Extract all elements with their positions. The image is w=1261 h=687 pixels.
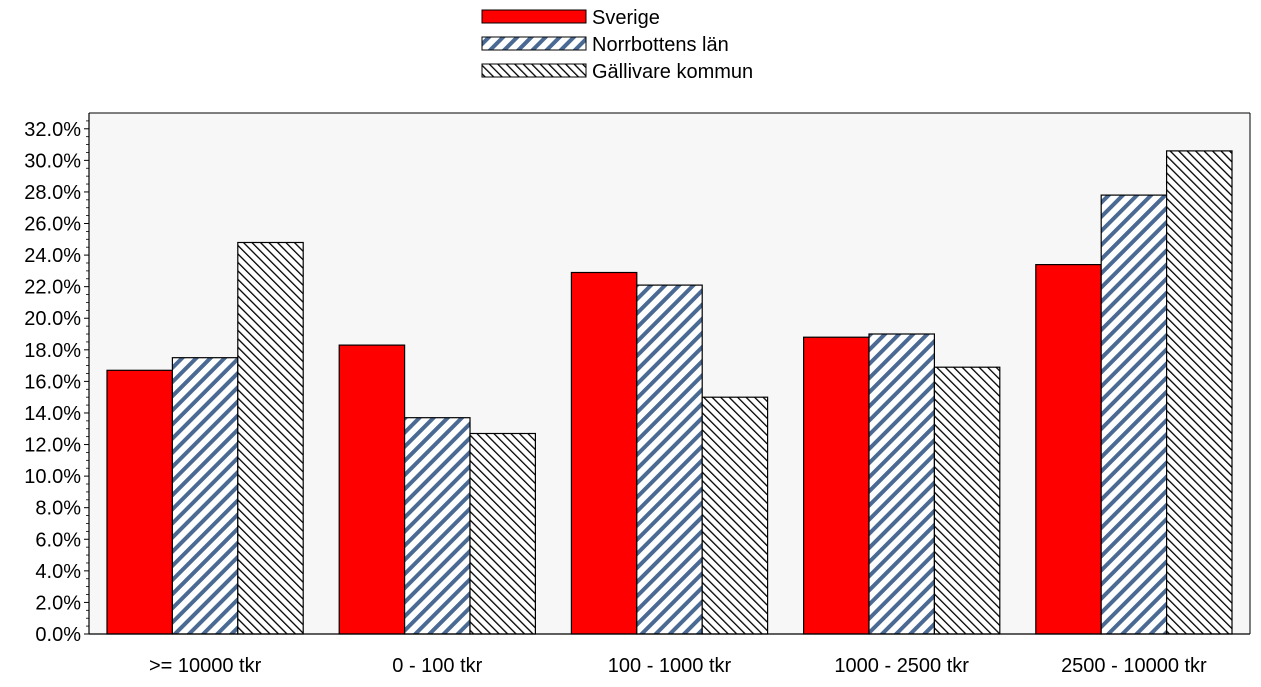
legend: Sverige Norrbottens län Gällivare kommun (481, 7, 753, 83)
y-tick-label: 0.0% (35, 624, 81, 646)
bar-norrbotten-0 (171, 357, 239, 635)
y-tick-label: 10.0% (24, 466, 81, 488)
y-tick-label: 28.0% (24, 182, 81, 204)
bar-gallivare-0 (237, 241, 304, 635)
bar-sverige-4 (1035, 264, 1102, 635)
y-tick-label: 20.0% (24, 308, 81, 330)
y-tick-label: 26.0% (24, 214, 81, 236)
y-tick-label: 12.0% (24, 435, 81, 457)
x-tick-label: 1000 - 2500 tkr (834, 655, 969, 677)
x-tick-label: 100 - 1000 tkr (608, 655, 732, 677)
y-tick-label: 14.0% (24, 403, 81, 425)
bar-norrbotten-2 (636, 284, 703, 635)
bar-sverige-2 (570, 271, 638, 635)
bar-gallivare-3 (933, 366, 1001, 635)
y-tick-label: 24.0% (24, 245, 81, 267)
y-tick-label: 16.0% (24, 371, 81, 393)
bar-norrbotten-4 (1100, 194, 1168, 635)
legend-label: Sverige (592, 7, 660, 29)
bar-gallivare-2 (701, 396, 769, 635)
legend-label: Gällivare kommun (592, 61, 753, 83)
y-tick-label: 18.0% (24, 340, 81, 362)
y-tick-label: 22.0% (24, 277, 81, 299)
y-tick-label: 32.0% (24, 119, 81, 141)
bar-sverige-3 (802, 336, 870, 635)
x-tick-label: 0 - 100 tkr (392, 655, 482, 677)
bar-sverige-0 (106, 369, 174, 635)
x-tick-label: >= 10000 tkr (149, 655, 262, 677)
bars-group (106, 150, 1233, 635)
x-tick-label: 2500 - 10000 tkr (1061, 655, 1207, 677)
bar-norrbotten-1 (404, 417, 471, 635)
legend-swatch (481, 9, 587, 24)
y-tick-label: 8.0% (35, 498, 81, 520)
legend-swatch (481, 63, 587, 78)
bar-norrbotten-3 (868, 333, 936, 635)
axes-group: 0.0% 2.0% 4.0% 6.0% 8.0% 10.0% 12.0% 14.0% 16.0%… (24, 112, 1251, 677)
bar-sverige-1 (338, 344, 406, 635)
bar-gallivare-4 (1165, 150, 1233, 635)
legend-label: Norrbottens län (592, 34, 729, 56)
y-tick-label: 6.0% (35, 529, 81, 551)
bar-gallivare-1 (469, 432, 537, 635)
y-tick-label: 4.0% (35, 561, 81, 583)
y-tick-label: 2.0% (35, 592, 81, 614)
legend-swatch (481, 36, 587, 51)
y-tick-label: 30.0% (24, 150, 81, 172)
